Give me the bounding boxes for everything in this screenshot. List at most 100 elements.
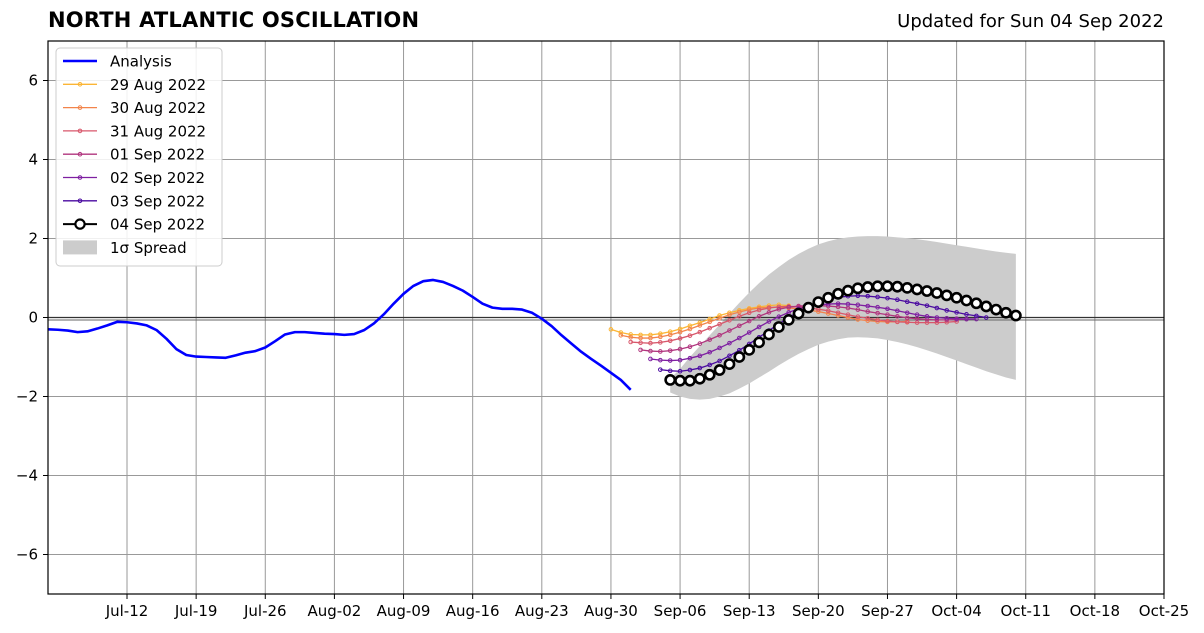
series-point bbox=[855, 307, 861, 312]
series-point bbox=[855, 314, 861, 320]
series-point bbox=[727, 353, 732, 359]
series-point bbox=[608, 327, 614, 332]
series-point bbox=[904, 315, 910, 321]
legend-label: 31 Aug 2022 bbox=[110, 122, 206, 140]
series-point bbox=[703, 368, 716, 381]
series-point bbox=[964, 316, 969, 322]
series-point bbox=[693, 372, 706, 385]
y-tick-label: −6 bbox=[16, 546, 38, 564]
legend-box bbox=[55, 47, 223, 267]
analysis-series bbox=[47, 278, 632, 391]
series-point bbox=[737, 323, 742, 329]
series-point bbox=[990, 303, 1003, 316]
series-point bbox=[871, 280, 884, 293]
series-point bbox=[697, 323, 703, 328]
legend-label: 30 Aug 2022 bbox=[110, 99, 206, 117]
legend-item: 30 Aug 2022 bbox=[63, 99, 206, 117]
series-point bbox=[1000, 306, 1012, 319]
legend-item: 1σ Spread bbox=[63, 239, 187, 257]
series-point bbox=[772, 321, 785, 333]
series-point bbox=[746, 330, 752, 335]
y-tick-label: 0 bbox=[28, 309, 38, 327]
series-point bbox=[677, 346, 683, 352]
legend-label: 29 Aug 2022 bbox=[110, 76, 206, 94]
series-point bbox=[895, 319, 900, 325]
legend-label: 03 Sep 2022 bbox=[110, 192, 205, 210]
series-point bbox=[885, 312, 890, 318]
series-point bbox=[954, 316, 959, 321]
series-point bbox=[980, 300, 993, 313]
series-point bbox=[802, 301, 815, 314]
x-axis-ticks: Jul-12 Jul-19 Jul-26 Aug-02 Aug-09 Aug-16 Aug-… bbox=[105, 594, 1189, 620]
series-point bbox=[851, 282, 864, 295]
y-tick-label: −4 bbox=[16, 467, 38, 485]
series-point bbox=[875, 304, 880, 310]
forecast-series bbox=[608, 280, 1022, 387]
series-point bbox=[746, 310, 752, 316]
x-tick-label: Aug-23 bbox=[515, 602, 569, 620]
x-tick-label: Jul-12 bbox=[105, 602, 149, 620]
x-tick-label: Aug-02 bbox=[308, 602, 362, 620]
legend-item: 01 Sep 2022 bbox=[63, 146, 205, 164]
legend-marker bbox=[77, 82, 83, 87]
legend-label: 02 Sep 2022 bbox=[110, 169, 205, 187]
series-point bbox=[727, 340, 732, 346]
series-point bbox=[812, 296, 825, 308]
series-line bbox=[610, 304, 789, 336]
series-point bbox=[658, 349, 663, 354]
series-point bbox=[677, 336, 683, 341]
series-point bbox=[628, 332, 633, 337]
series-point bbox=[638, 347, 643, 353]
series-point bbox=[974, 313, 979, 319]
series-point bbox=[697, 365, 703, 371]
x-tick-label: Aug-30 bbox=[584, 602, 638, 620]
series-point bbox=[628, 339, 633, 345]
series-point bbox=[667, 338, 673, 344]
series-point bbox=[667, 368, 673, 374]
series-point bbox=[727, 328, 732, 333]
series-point bbox=[707, 325, 712, 331]
series-point bbox=[677, 368, 683, 374]
series-point bbox=[677, 357, 683, 363]
legend-item: Analysis bbox=[63, 53, 172, 71]
series-point bbox=[895, 308, 900, 314]
series-point bbox=[865, 293, 871, 299]
series-point bbox=[911, 283, 923, 296]
series-point bbox=[983, 315, 989, 320]
series-point bbox=[667, 358, 673, 363]
legend-item: 03 Sep 2022 bbox=[63, 192, 205, 210]
series-point bbox=[687, 344, 693, 350]
series-point bbox=[737, 314, 742, 319]
x-tick-label: Oct-04 bbox=[931, 602, 981, 620]
series-point bbox=[677, 329, 683, 335]
series-point bbox=[865, 315, 871, 321]
x-tick-label: Sep-27 bbox=[861, 602, 914, 620]
series-point bbox=[697, 341, 703, 346]
series-point bbox=[697, 329, 703, 335]
legend-marker bbox=[77, 198, 83, 204]
chart-title: NORTH ATLANTIC OSCILLATION bbox=[48, 8, 420, 32]
series-point bbox=[885, 295, 890, 301]
series-point bbox=[891, 280, 904, 293]
series-point bbox=[782, 313, 795, 326]
series-point bbox=[885, 306, 890, 312]
legend-marker bbox=[77, 151, 83, 157]
series-point bbox=[743, 343, 756, 356]
legend-marker bbox=[77, 175, 83, 180]
series-point bbox=[648, 335, 653, 341]
x-tick-label: Aug-09 bbox=[377, 602, 431, 620]
x-tick-label: Sep-13 bbox=[723, 602, 776, 620]
series-point bbox=[766, 305, 772, 311]
series-point bbox=[667, 332, 673, 338]
x-tick-label: Oct-25 bbox=[1139, 602, 1189, 620]
series-point bbox=[756, 324, 762, 330]
legend-marker bbox=[77, 105, 83, 110]
y-tick-label: 4 bbox=[28, 151, 38, 169]
series-point bbox=[658, 357, 663, 363]
series-point bbox=[842, 284, 854, 297]
series-point bbox=[944, 315, 950, 321]
series-point bbox=[707, 319, 712, 325]
series-point bbox=[865, 303, 871, 309]
legend-label: 1σ Spread bbox=[110, 239, 187, 257]
